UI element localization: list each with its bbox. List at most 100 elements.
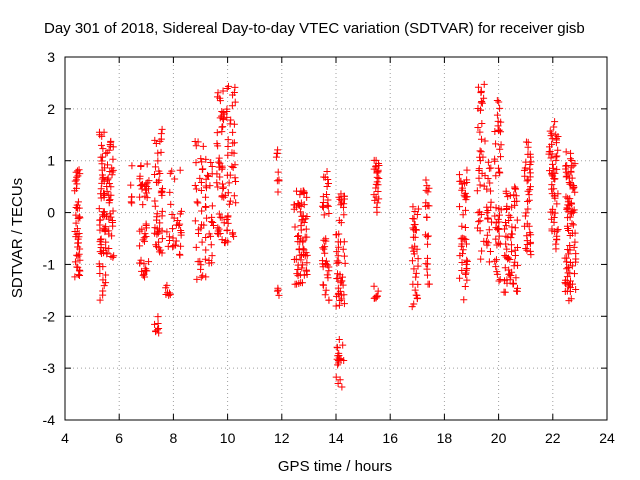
data-point xyxy=(491,155,499,163)
data-point xyxy=(412,269,420,277)
data-point xyxy=(196,257,204,265)
data-point xyxy=(491,257,499,265)
data-point xyxy=(95,205,103,213)
data-point xyxy=(168,225,176,233)
data-point xyxy=(336,355,344,363)
x-tick-label: 6 xyxy=(115,430,123,446)
data-point xyxy=(76,256,84,264)
data-point xyxy=(565,226,573,234)
data-point xyxy=(196,174,204,182)
data-point xyxy=(424,280,432,288)
data-point xyxy=(339,281,347,289)
data-point xyxy=(272,153,280,161)
data-point xyxy=(461,189,469,197)
data-point xyxy=(223,85,231,93)
data-point xyxy=(175,222,183,230)
data-point xyxy=(422,176,430,184)
data-point xyxy=(497,128,505,136)
data-point xyxy=(101,211,109,219)
data-point xyxy=(219,185,227,193)
data-point xyxy=(139,236,147,244)
data-point xyxy=(483,185,491,193)
data-point xyxy=(526,247,534,255)
data-point xyxy=(553,236,561,244)
data-point xyxy=(527,153,535,161)
data-point xyxy=(324,180,332,188)
data-point xyxy=(494,215,502,223)
data-point xyxy=(455,171,463,179)
data-point xyxy=(107,213,115,221)
data-point xyxy=(226,171,234,179)
data-point xyxy=(340,291,348,299)
data-point xyxy=(138,185,146,193)
data-point xyxy=(526,238,534,246)
data-point xyxy=(552,131,560,139)
data-point xyxy=(477,255,485,263)
data-point xyxy=(456,203,464,211)
data-point xyxy=(177,242,185,250)
data-point xyxy=(198,158,206,166)
data-point xyxy=(548,160,556,168)
data-point xyxy=(485,226,493,234)
data-point xyxy=(229,230,237,238)
data-point xyxy=(127,181,135,189)
data-point xyxy=(526,229,534,237)
data-point xyxy=(157,148,165,156)
data-point xyxy=(98,166,106,174)
data-point xyxy=(548,225,556,233)
data-point xyxy=(496,145,504,153)
data-point xyxy=(105,244,113,252)
data-point xyxy=(508,203,516,211)
data-point xyxy=(224,219,232,227)
data-point xyxy=(338,277,346,285)
data-point xyxy=(154,149,162,157)
data-point xyxy=(414,262,422,270)
data-point xyxy=(563,265,571,273)
data-point xyxy=(409,214,417,222)
data-point xyxy=(216,230,224,238)
data-point xyxy=(487,164,495,172)
data-point xyxy=(526,160,534,168)
data-point xyxy=(513,287,521,295)
data-point xyxy=(334,252,342,260)
data-point xyxy=(458,180,466,188)
data-point xyxy=(216,173,224,181)
data-point xyxy=(291,223,299,231)
data-point xyxy=(297,256,305,264)
data-point xyxy=(97,185,105,193)
data-point xyxy=(338,197,346,205)
data-point xyxy=(423,271,431,279)
data-point xyxy=(137,162,145,170)
data-point xyxy=(320,236,328,244)
data-point xyxy=(423,213,431,221)
data-point xyxy=(423,233,431,241)
data-point xyxy=(138,225,146,233)
data-point xyxy=(275,291,283,299)
data-point xyxy=(476,227,484,235)
data-point xyxy=(98,132,106,140)
data-point xyxy=(298,212,306,220)
data-point xyxy=(487,187,495,195)
data-point xyxy=(214,183,222,191)
data-point xyxy=(96,221,104,229)
data-point xyxy=(333,257,341,265)
data-point xyxy=(136,175,144,183)
data-point xyxy=(274,168,282,176)
data-point xyxy=(501,277,509,285)
data-point xyxy=(158,227,166,235)
x-tick-labels: 4 6 8 10 12 14 16 18 20 22 24 xyxy=(61,430,615,446)
data-point xyxy=(459,250,467,258)
data-point xyxy=(495,126,503,134)
x-tick-label: 4 xyxy=(61,430,69,446)
data-point xyxy=(410,250,418,258)
data-point xyxy=(551,175,559,183)
data-point xyxy=(192,159,200,167)
data-point xyxy=(497,118,505,126)
data-point xyxy=(215,210,223,218)
data-point xyxy=(296,191,304,199)
data-point xyxy=(301,252,309,260)
data-point xyxy=(569,221,577,229)
data-point xyxy=(459,211,467,219)
data-point xyxy=(198,207,206,215)
data-point xyxy=(496,104,504,112)
